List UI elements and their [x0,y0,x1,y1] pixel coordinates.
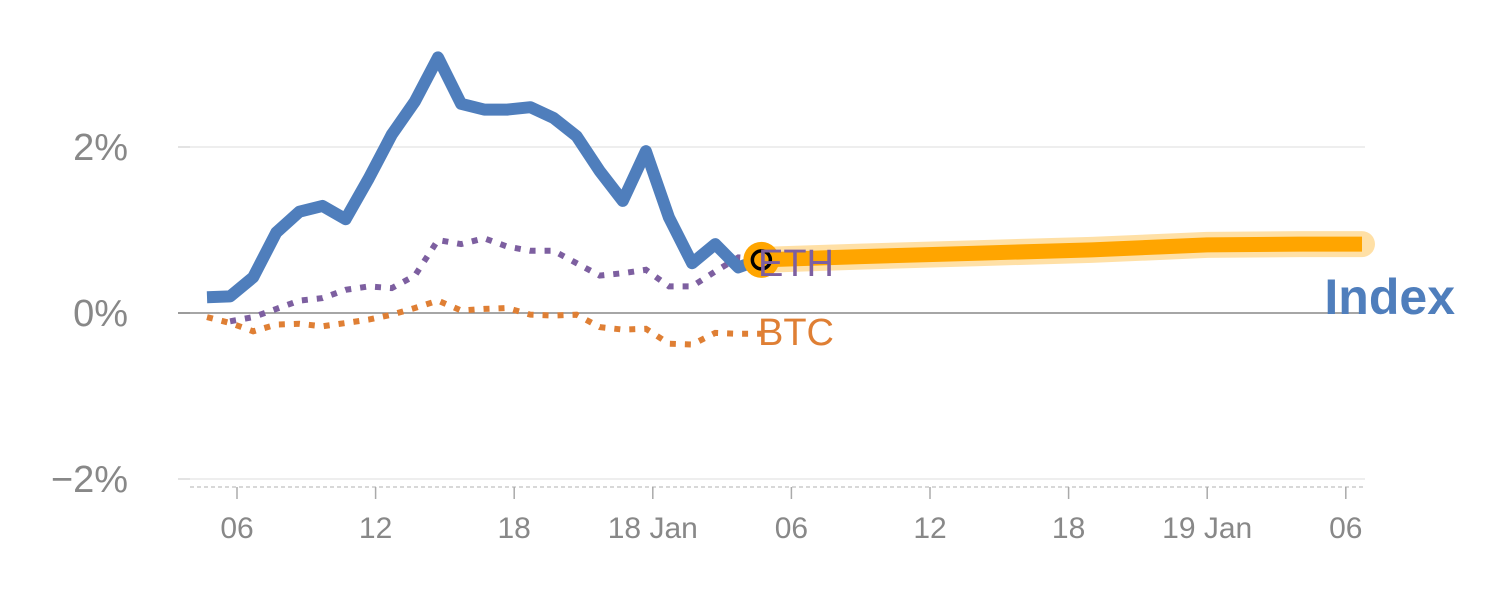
current-point-ring [750,249,773,271]
index-series-line [206,51,764,304]
y-tick-label: 2% [73,127,128,169]
eth-series-line [229,235,762,325]
x-tick-label: 12 [359,512,392,545]
label-layer: ETH BTC Index [758,243,1455,354]
x-tick-label: 12 [913,512,946,545]
grid-layer: 2% 0% −2% 06 12 18 18 Jan 06 12 18 19 Jan 06 [51,127,1365,545]
x-tick-label: 18 Jan [608,512,698,545]
x-tick-label: 18 [1052,512,1085,545]
x-tick-label: 18 [498,512,531,545]
x-tick-label: 19 Jan [1162,512,1252,545]
y-tick-label: 0% [73,293,128,335]
eth-series-label: ETH [758,243,834,285]
y-tick-label: −2% [51,459,128,501]
x-tick-label: 06 [775,512,808,545]
current-point-marker [743,241,780,278]
index-series-label: Index [1324,269,1455,325]
x-tick-label: 06 [1329,512,1362,545]
series-layer [206,51,1375,348]
btc-series-label: BTC [758,312,834,354]
x-tick-label: 06 [220,512,253,545]
btc-series-line [206,297,762,348]
forecast-line [761,236,1362,268]
